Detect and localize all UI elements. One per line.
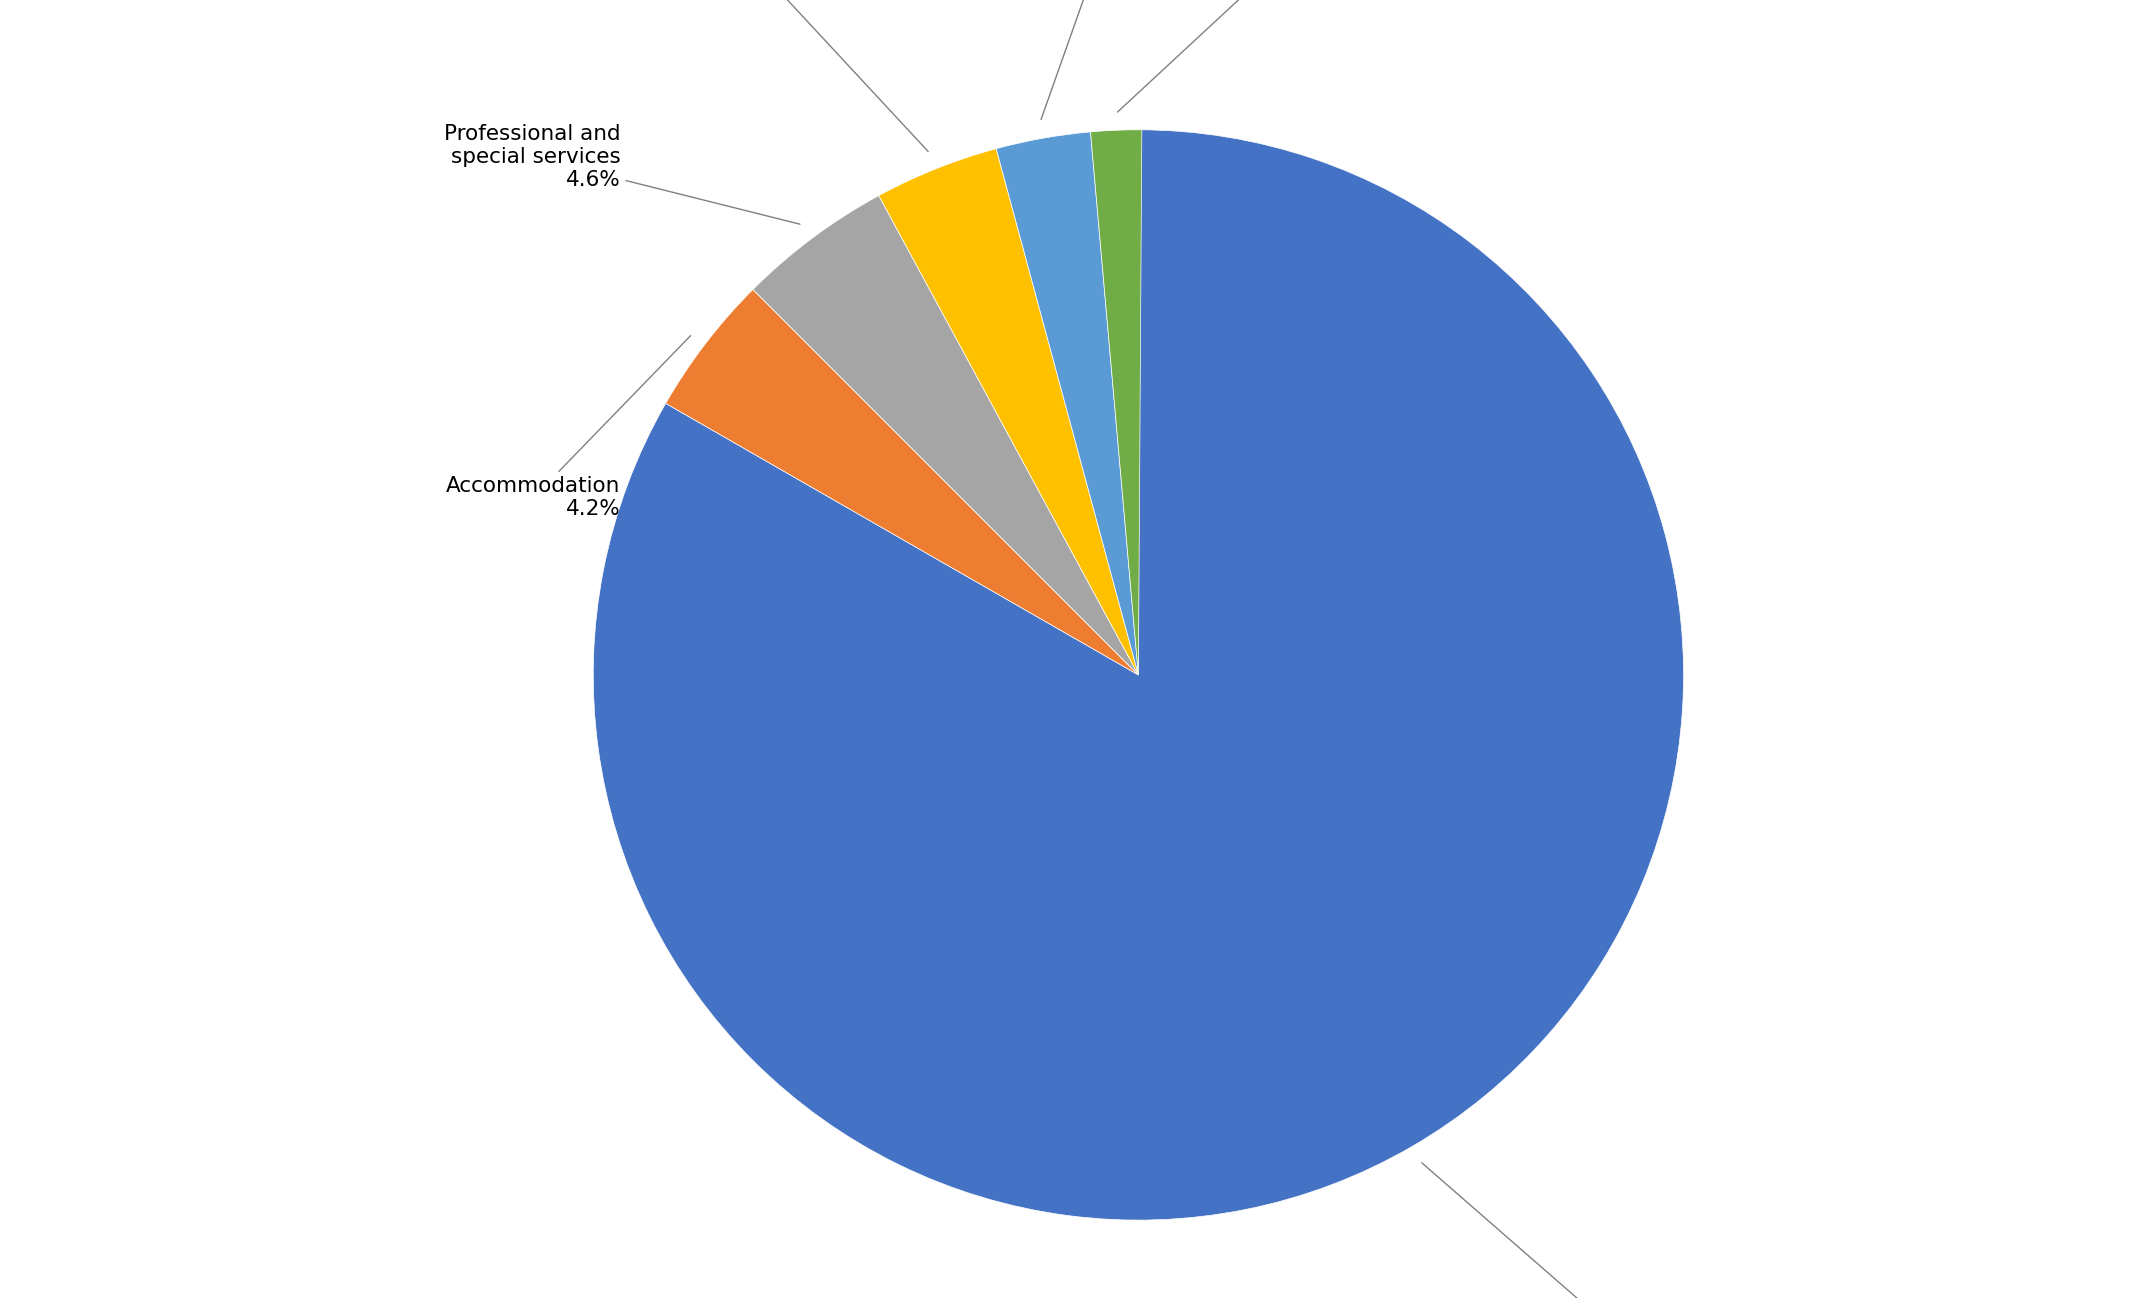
Text: Amortization
2.8%: Amortization 2.8% (1041, 0, 1316, 119)
Text: Salaries and
employee benefits
83.3%: Salaries and employee benefits 83.3% (1421, 1163, 2147, 1298)
Wedge shape (878, 149, 1138, 675)
Wedge shape (593, 130, 1683, 1220)
Text: Transportation,
postage and rental
3.7%: Transportation, postage and rental 3.7% (554, 0, 928, 152)
Text: Accommodation
4.2%: Accommodation 4.2% (447, 336, 691, 519)
Wedge shape (1091, 130, 1142, 675)
Text: Other operating
expenditures
1.5%: Other operating expenditures 1.5% (1116, 0, 1838, 112)
Wedge shape (666, 289, 1138, 675)
Text: Professional and
special services
4.6%: Professional and special services 4.6% (444, 123, 801, 225)
Wedge shape (996, 132, 1138, 675)
Wedge shape (754, 196, 1138, 675)
